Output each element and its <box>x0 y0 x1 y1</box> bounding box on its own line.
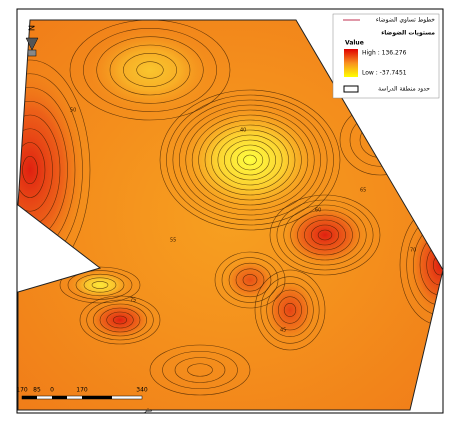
north-label: N <box>28 25 37 31</box>
scale-label: 0 <box>50 387 54 394</box>
contour-line <box>370 131 390 149</box>
contour-label: 45 <box>280 328 286 334</box>
contour-label: 55 <box>170 238 176 244</box>
scale-unit: متر <box>143 407 152 414</box>
scale-label: 170 <box>16 387 28 394</box>
legend-contours: خطوط تساوي الضوضاء <box>376 17 435 24</box>
scale-label: 170 <box>76 387 88 394</box>
legend-title: مستويات الضوضاء <box>381 30 435 37</box>
legend-boundary: حدود منطقة الدراسة <box>378 86 430 93</box>
contour-label: 40 <box>240 128 246 134</box>
north-arrow: N <box>26 25 38 56</box>
contour-label: 50 <box>70 108 76 114</box>
scale-label: 85 <box>33 387 41 394</box>
legend: خطوط تساوي الضوضاء مستويات الضوضاء Value… <box>333 14 439 98</box>
map: 40 50 60 70 75 45 55 65 N خطوط تساوي الضوضاء مس… <box>0 0 460 432</box>
legend-value: Value <box>345 40 364 47</box>
contour-label: 65 <box>360 188 366 194</box>
contour-label: 70 <box>410 248 416 254</box>
contour-label: 75 <box>130 298 136 304</box>
legend-low: Low : -37.7451 <box>362 70 407 77</box>
scale-label: 340 <box>136 387 148 394</box>
legend-high: High : 136.276 <box>362 50 407 57</box>
contour-label: 60 <box>315 208 321 214</box>
